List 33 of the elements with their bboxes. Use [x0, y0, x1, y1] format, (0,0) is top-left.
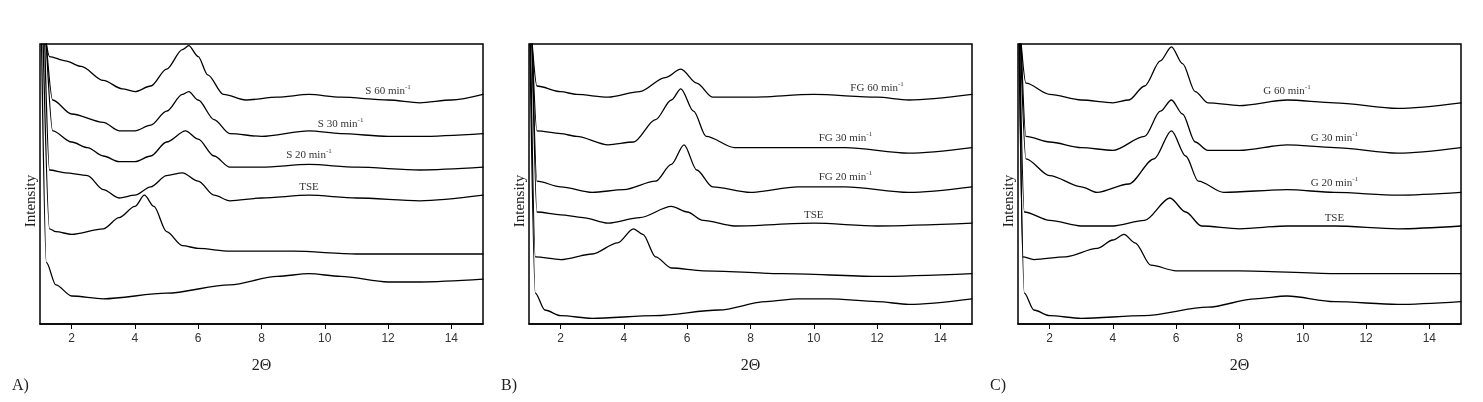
series-label: TSE: [299, 179, 320, 192]
text: C): [990, 375, 1006, 394]
x-tick-label: 8: [258, 331, 266, 345]
x-tick-label: 8: [1236, 331, 1244, 345]
x-tick-label: 10: [318, 331, 332, 345]
x-axis-title: 2Θ: [740, 355, 761, 373]
x-axis-title: 2Θ: [1229, 355, 1250, 373]
text: A): [12, 375, 29, 394]
x-tick-label: 2: [557, 331, 565, 345]
x-tick-label: 6: [1172, 331, 1180, 345]
y-axis-title: Intensity: [510, 174, 527, 228]
x-tick-label: 12: [1359, 331, 1374, 345]
x-tick-label: 4: [620, 331, 628, 345]
x-tick-label: 12: [381, 331, 396, 345]
x-tick-label: 2: [1046, 331, 1054, 345]
x-tick-label: 2: [68, 331, 76, 345]
y-axis-title: Intensity: [999, 174, 1016, 228]
x-tick-label: 10: [807, 331, 821, 345]
x-tick-label: 14: [933, 331, 948, 345]
y-axis-title: Intensity: [21, 174, 38, 228]
x-axis-title: 2Θ: [251, 355, 272, 373]
series-label: TSE: [804, 207, 824, 220]
x-tick-label: 6: [683, 331, 691, 345]
x-tick-label: 10: [1296, 331, 1310, 345]
series-label: TSE: [1324, 210, 1345, 223]
x-tick-label: 8: [747, 331, 755, 345]
x-tick-label: 4: [1109, 331, 1117, 345]
x-tick-label: 14: [444, 331, 459, 345]
text: B): [501, 375, 517, 394]
x-tick-label: 4: [131, 331, 139, 345]
x-tick-label: 12: [870, 331, 885, 345]
x-tick-label: 14: [1422, 331, 1437, 345]
x-tick-label: 6: [194, 331, 202, 345]
